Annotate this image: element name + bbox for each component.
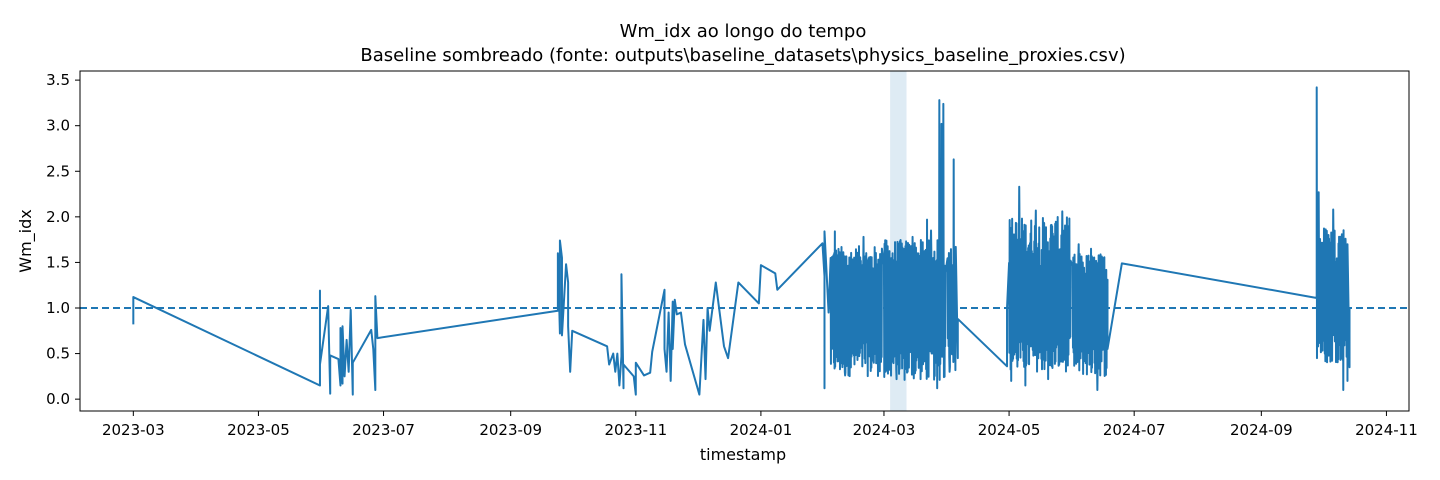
x-tick-label: 2023-03 [102, 421, 165, 439]
y-tick-label: 1.5 [46, 253, 70, 271]
x-tick-label: 2024-05 [978, 421, 1041, 439]
x-tick-label: 2023-05 [227, 421, 290, 439]
x-tick-label: 2023-09 [479, 421, 542, 439]
x-tick-label: 2023-11 [604, 421, 667, 439]
x-tick-label: 2024-09 [1230, 421, 1293, 439]
y-tick-label: 2.0 [46, 208, 70, 226]
x-tick-label: 2023-07 [352, 421, 415, 439]
y-tick-label: 2.5 [46, 162, 70, 180]
x-tick-label: 2024-11 [1355, 421, 1418, 439]
x-tick-label: 2024-03 [853, 421, 916, 439]
y-tick-label: 0.5 [46, 345, 70, 363]
y-axis-label: Wm_idx [16, 209, 36, 272]
y-tick-label: 0.0 [46, 390, 70, 408]
y-tick-label: 3.0 [46, 117, 70, 135]
x-axis-label: timestamp [700, 445, 786, 464]
chart-title: Wm_idx ao longo do tempo [620, 21, 867, 42]
chart-subtitle: Baseline sombreado (fonte: outputs\basel… [360, 45, 1125, 66]
x-tick-label: 2024-07 [1103, 421, 1166, 439]
plot-frame [79, 70, 1410, 412]
y-tick-label: 1.0 [46, 299, 70, 317]
y-tick-label: 3.5 [46, 71, 70, 89]
x-tick-label: 2024-01 [730, 421, 793, 439]
series-line [132, 86, 1351, 396]
